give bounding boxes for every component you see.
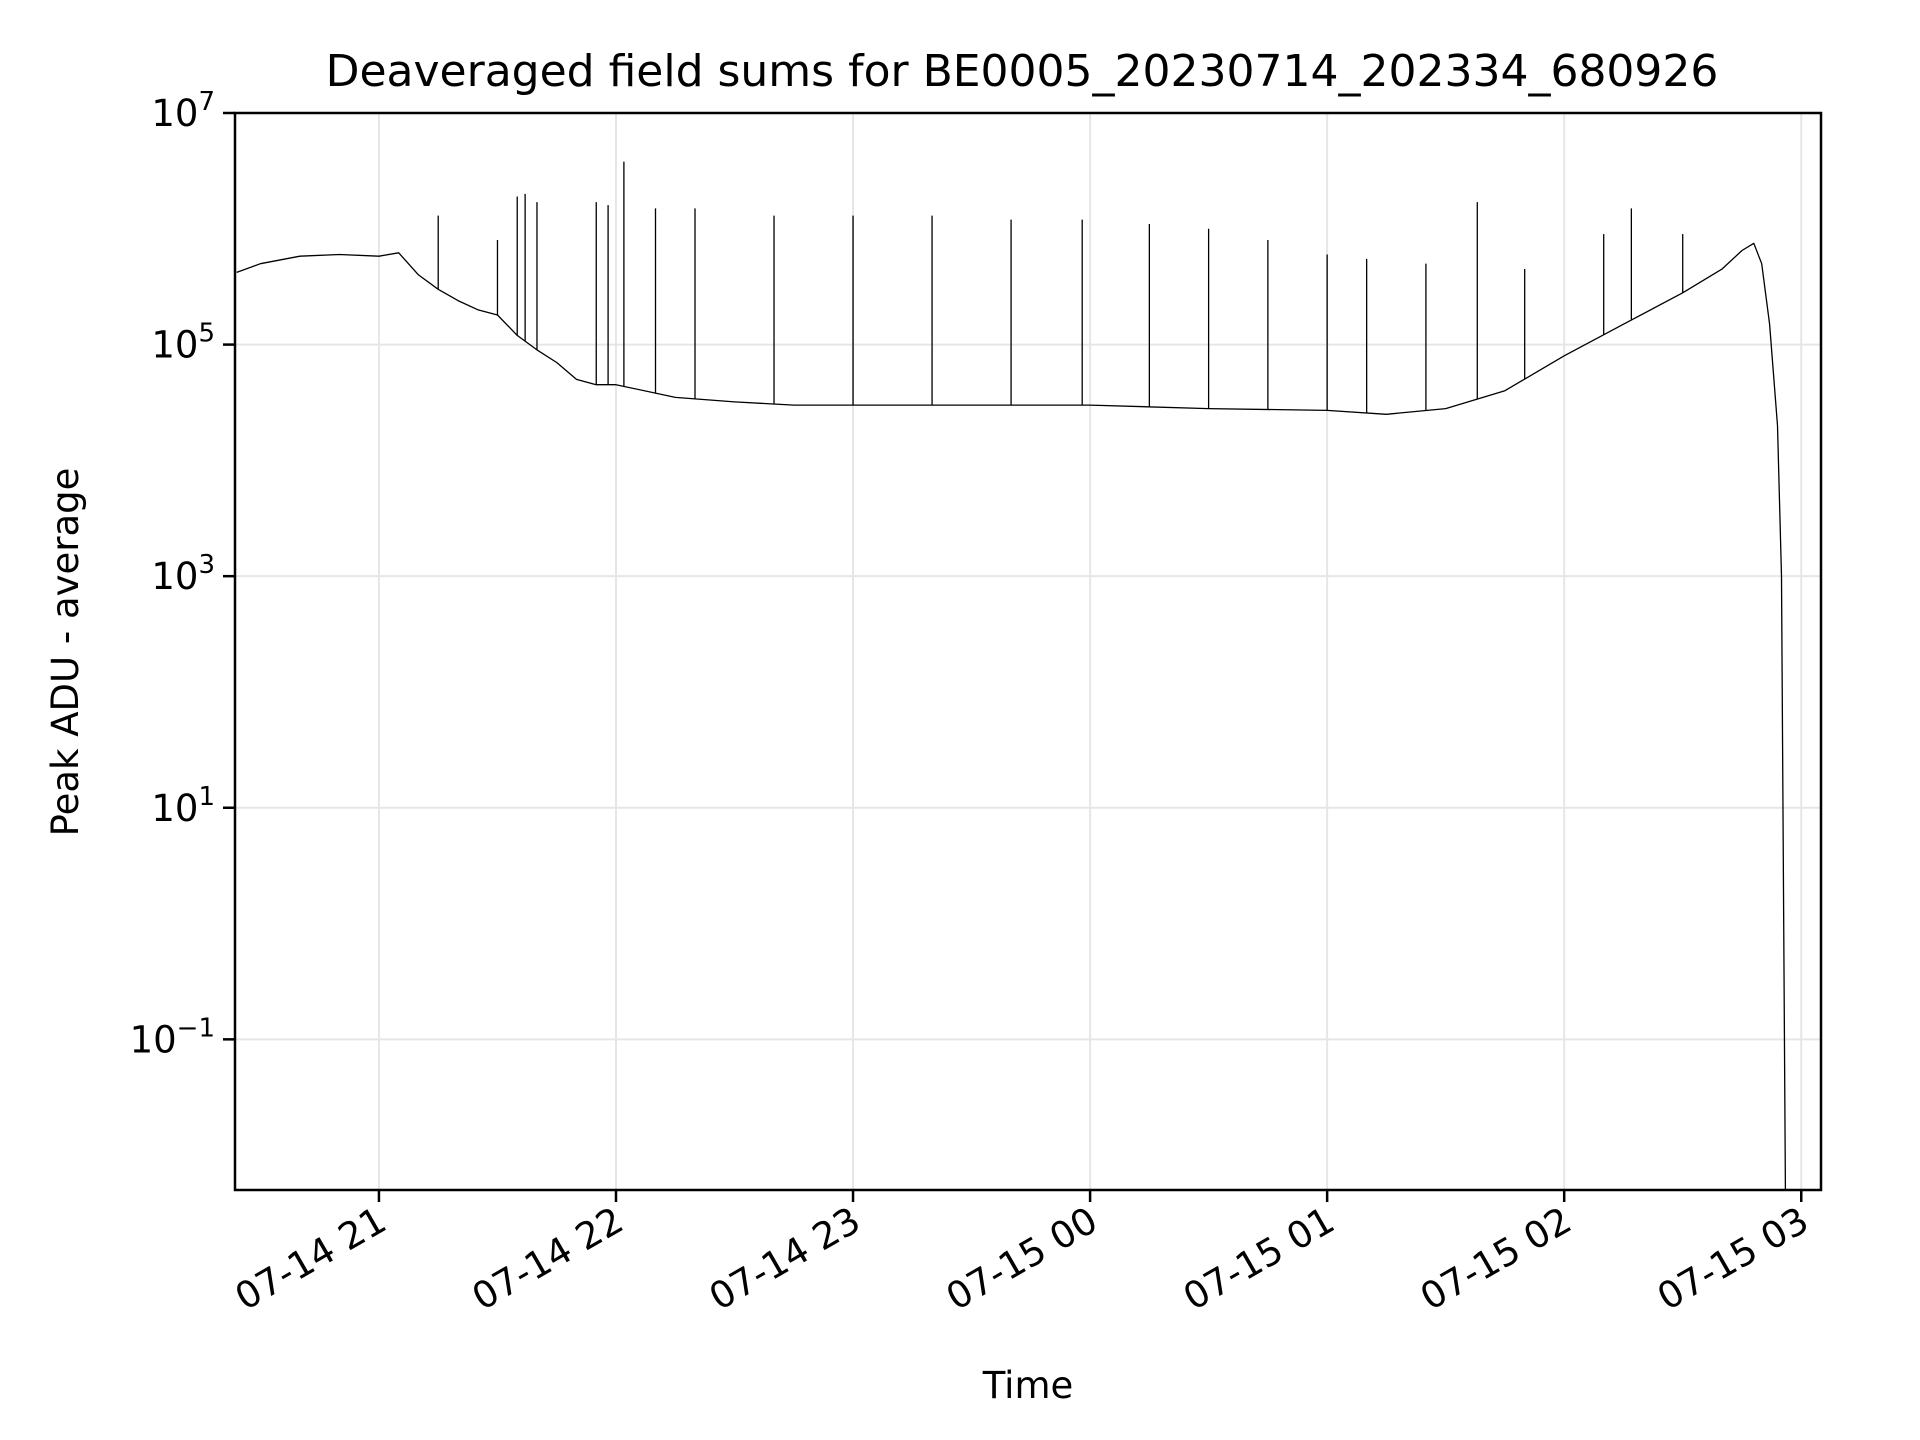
y-tick-label: 105: [151, 319, 215, 367]
plot-frame: [233, 111, 1823, 1192]
series-line: [236, 242, 1787, 1191]
y-tick-label: 101: [151, 782, 215, 830]
y-tick-label: 10−1: [130, 1013, 215, 1061]
chart-title: Deaveraged field sums for BE0005_2023071…: [326, 46, 1719, 97]
x-axis-label: Time: [982, 1364, 1074, 1407]
y-tick-label: 107: [151, 87, 215, 135]
y-tick-label: 103: [151, 550, 215, 598]
y-axis-label: Peak ADU - average: [44, 468, 87, 837]
